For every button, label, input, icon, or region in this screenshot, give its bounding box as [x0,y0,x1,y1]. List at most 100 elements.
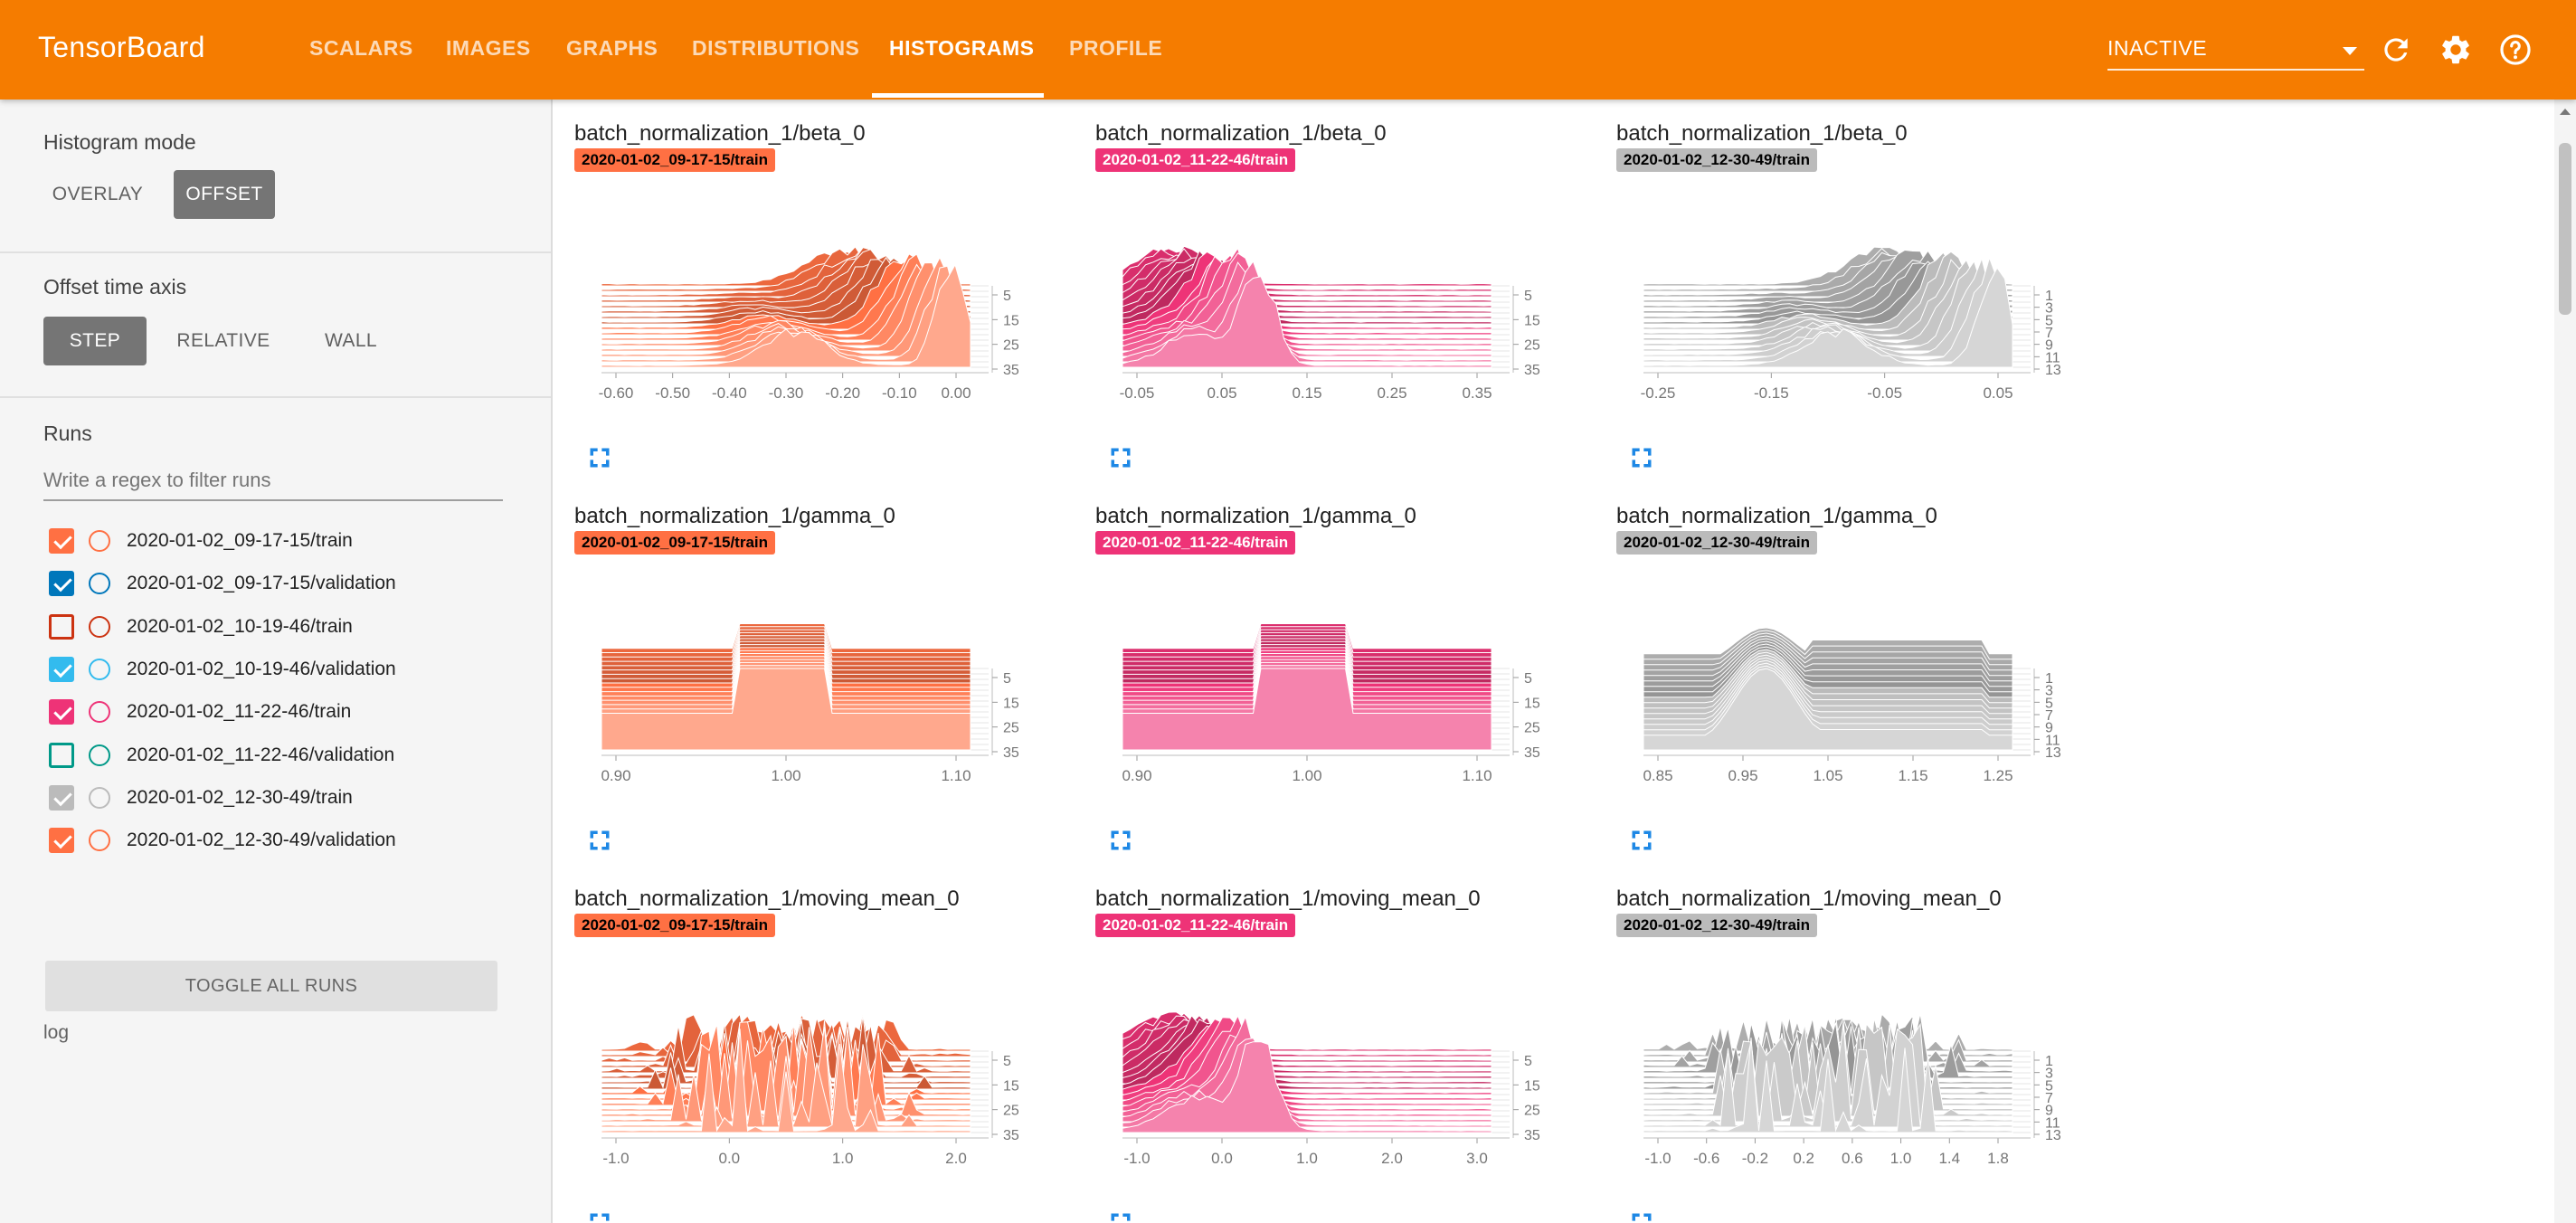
divider [0,251,551,253]
x-tick-label: 1.10 [941,767,971,784]
run-radio-button[interactable] [89,830,110,852]
tab-graphs[interactable]: GRAPHS [566,36,658,60]
run-radio-button[interactable] [89,530,110,552]
x-tick-label: -0.05 [1867,384,1902,402]
fullscreen-expand-icon[interactable] [587,1210,612,1223]
run-checkbox[interactable] [49,784,74,811]
card-title: batch_normalization_1/beta_0 [1095,121,1387,146]
run-radio-button[interactable] [89,658,110,680]
run-radio-button[interactable] [89,701,110,724]
y-tick-label: 25 [1003,338,1019,354]
x-tick-label: 0.15 [1292,384,1321,402]
fullscreen-expand-icon[interactable] [1108,828,1133,853]
run-item[interactable]: 2020-01-02_12-30-49/train [49,780,519,816]
y-tick-label: 35 [1524,363,1540,378]
tab-histograms[interactable]: HISTOGRAMS [889,36,1035,60]
y-tick-label: 1 [2045,1054,2053,1069]
run-radio-button[interactable] [89,786,110,809]
run-checkbox[interactable] [49,742,74,768]
run-filter-input[interactable] [43,461,503,501]
histogram-card: batch_normalization_1/gamma_0 2020-01-02_… [553,482,1059,865]
run-radio-button[interactable] [89,615,110,638]
run-checkbox[interactable] [49,571,74,597]
y-tick-label: 5 [1003,671,1011,687]
fullscreen-expand-icon[interactable] [1629,445,1654,470]
y-tick-label: 5 [1524,671,1532,687]
y-tick-label: 35 [1003,363,1019,378]
inactive-dashboard-select[interactable]: INACTIVE [2107,27,2364,71]
refresh-icon[interactable] [2379,33,2413,67]
run-item[interactable]: 2020-01-02_11-22-46/validation [49,737,519,773]
run-item[interactable]: 2020-01-02_09-17-15/validation [49,565,519,602]
card-title: batch_normalization_1/gamma_0 [574,504,895,528]
y-tick-label: 7 [2045,708,2053,724]
histogram-chart[interactable]: -0.05 0.05 0.15 0.25 0.35 5 15 25 35 [1074,172,1580,443]
step-button[interactable]: STEP [43,317,147,365]
x-tick-label: 0.05 [1983,384,2012,402]
x-tick-label: 1.25 [1983,767,2012,784]
y-tick-label: 15 [1003,696,1019,711]
histogram-card: batch_normalization_1/moving_mean_0 2020-… [1074,865,1580,1223]
x-tick-label: 0.2 [1793,1150,1814,1167]
run-item[interactable]: 2020-01-02_12-30-49/validation [49,822,519,858]
histogram-chart[interactable]: 0.90 1.00 1.10 5 15 25 35 [1074,555,1580,826]
fullscreen-expand-icon[interactable] [587,445,612,470]
run-checkbox[interactable] [49,828,74,854]
x-tick-label: -1.0 [1123,1150,1150,1167]
fullscreen-expand-icon[interactable] [1629,1210,1654,1223]
help-icon[interactable] [2498,33,2533,67]
card-title: batch_normalization_1/beta_0 [574,121,866,146]
fullscreen-expand-icon[interactable] [1108,445,1133,470]
offset-time-axis-title: Offset time axis [43,275,187,299]
overlay-button[interactable]: OVERLAY [52,184,144,204]
y-tick-label: 5 [2045,313,2053,328]
chevron-down-icon [2343,47,2357,55]
histogram-chart[interactable]: -1.0 0.0 1.0 2.0 5 15 25 35 [553,937,1059,1209]
gear-icon[interactable] [2439,33,2473,67]
run-radio-button[interactable] [89,744,110,766]
histogram-chart[interactable]: -1.0 0.0 1.0 2.0 3.0 5 15 25 35 [1074,937,1580,1209]
run-radio-button[interactable] [89,573,110,595]
active-tab-indicator [872,93,1044,98]
offset-button[interactable]: OFFSET [174,170,275,219]
run-item[interactable]: 2020-01-02_11-22-46/train [49,694,519,730]
histogram-chart[interactable]: -0.60 -0.50 -0.40 -0.30 -0.20 -0.10 0.00 5 15 25 3… [553,172,1059,443]
x-tick-label: 0.95 [1728,767,1757,784]
tab-distributions[interactable]: DISTRIBUTIONS [692,36,860,60]
y-tick-label: 13 [2045,363,2061,378]
y-tick-label: 15 [1003,1078,1019,1094]
x-tick-label: 0.25 [1377,384,1406,402]
run-checkbox[interactable] [49,699,74,725]
fullscreen-expand-icon[interactable] [587,828,612,853]
card-title: batch_normalization_1/gamma_0 [1095,504,1416,528]
wall-button[interactable]: WALL [324,330,377,351]
toggle-all-runs-button[interactable]: TOGGLE ALL RUNS [45,961,497,1011]
y-tick-label: 5 [1524,1054,1532,1069]
run-checkbox[interactable] [49,613,74,640]
scroll-up-arrow-icon[interactable] [2560,109,2571,115]
tab-profile[interactable]: PROFILE [1069,36,1163,60]
run-checkbox[interactable] [49,528,74,554]
run-item[interactable]: 2020-01-02_10-19-46/validation [49,651,519,687]
y-tick-label: 3 [2045,1067,2053,1082]
scrollbar[interactable] [2554,100,2576,1223]
scrollbar-thumb[interactable] [2559,143,2571,315]
run-label: 2020-01-02_12-30-49/validation [127,830,396,851]
fullscreen-expand-icon[interactable] [1108,1210,1133,1223]
y-tick-label: 13 [2045,745,2061,761]
histogram-chart[interactable]: 0.90 1.00 1.10 5 15 25 35 [553,555,1059,826]
tab-scalars[interactable]: SCALARS [309,36,413,60]
run-checkbox[interactable] [49,656,74,682]
run-item[interactable]: 2020-01-02_10-19-46/train [49,609,519,645]
run-tag-badge: 2020-01-02_12-30-49/train [1616,148,1818,172]
relative-button[interactable]: RELATIVE [176,330,270,351]
histogram-ridge [601,263,971,368]
tab-images[interactable]: IMAGES [446,36,531,60]
run-item[interactable]: 2020-01-02_09-17-15/train [49,523,519,559]
histogram-mode-title: Histogram mode [43,130,196,154]
fullscreen-expand-icon[interactable] [1629,828,1654,853]
x-tick-label: 1.15 [1898,767,1927,784]
